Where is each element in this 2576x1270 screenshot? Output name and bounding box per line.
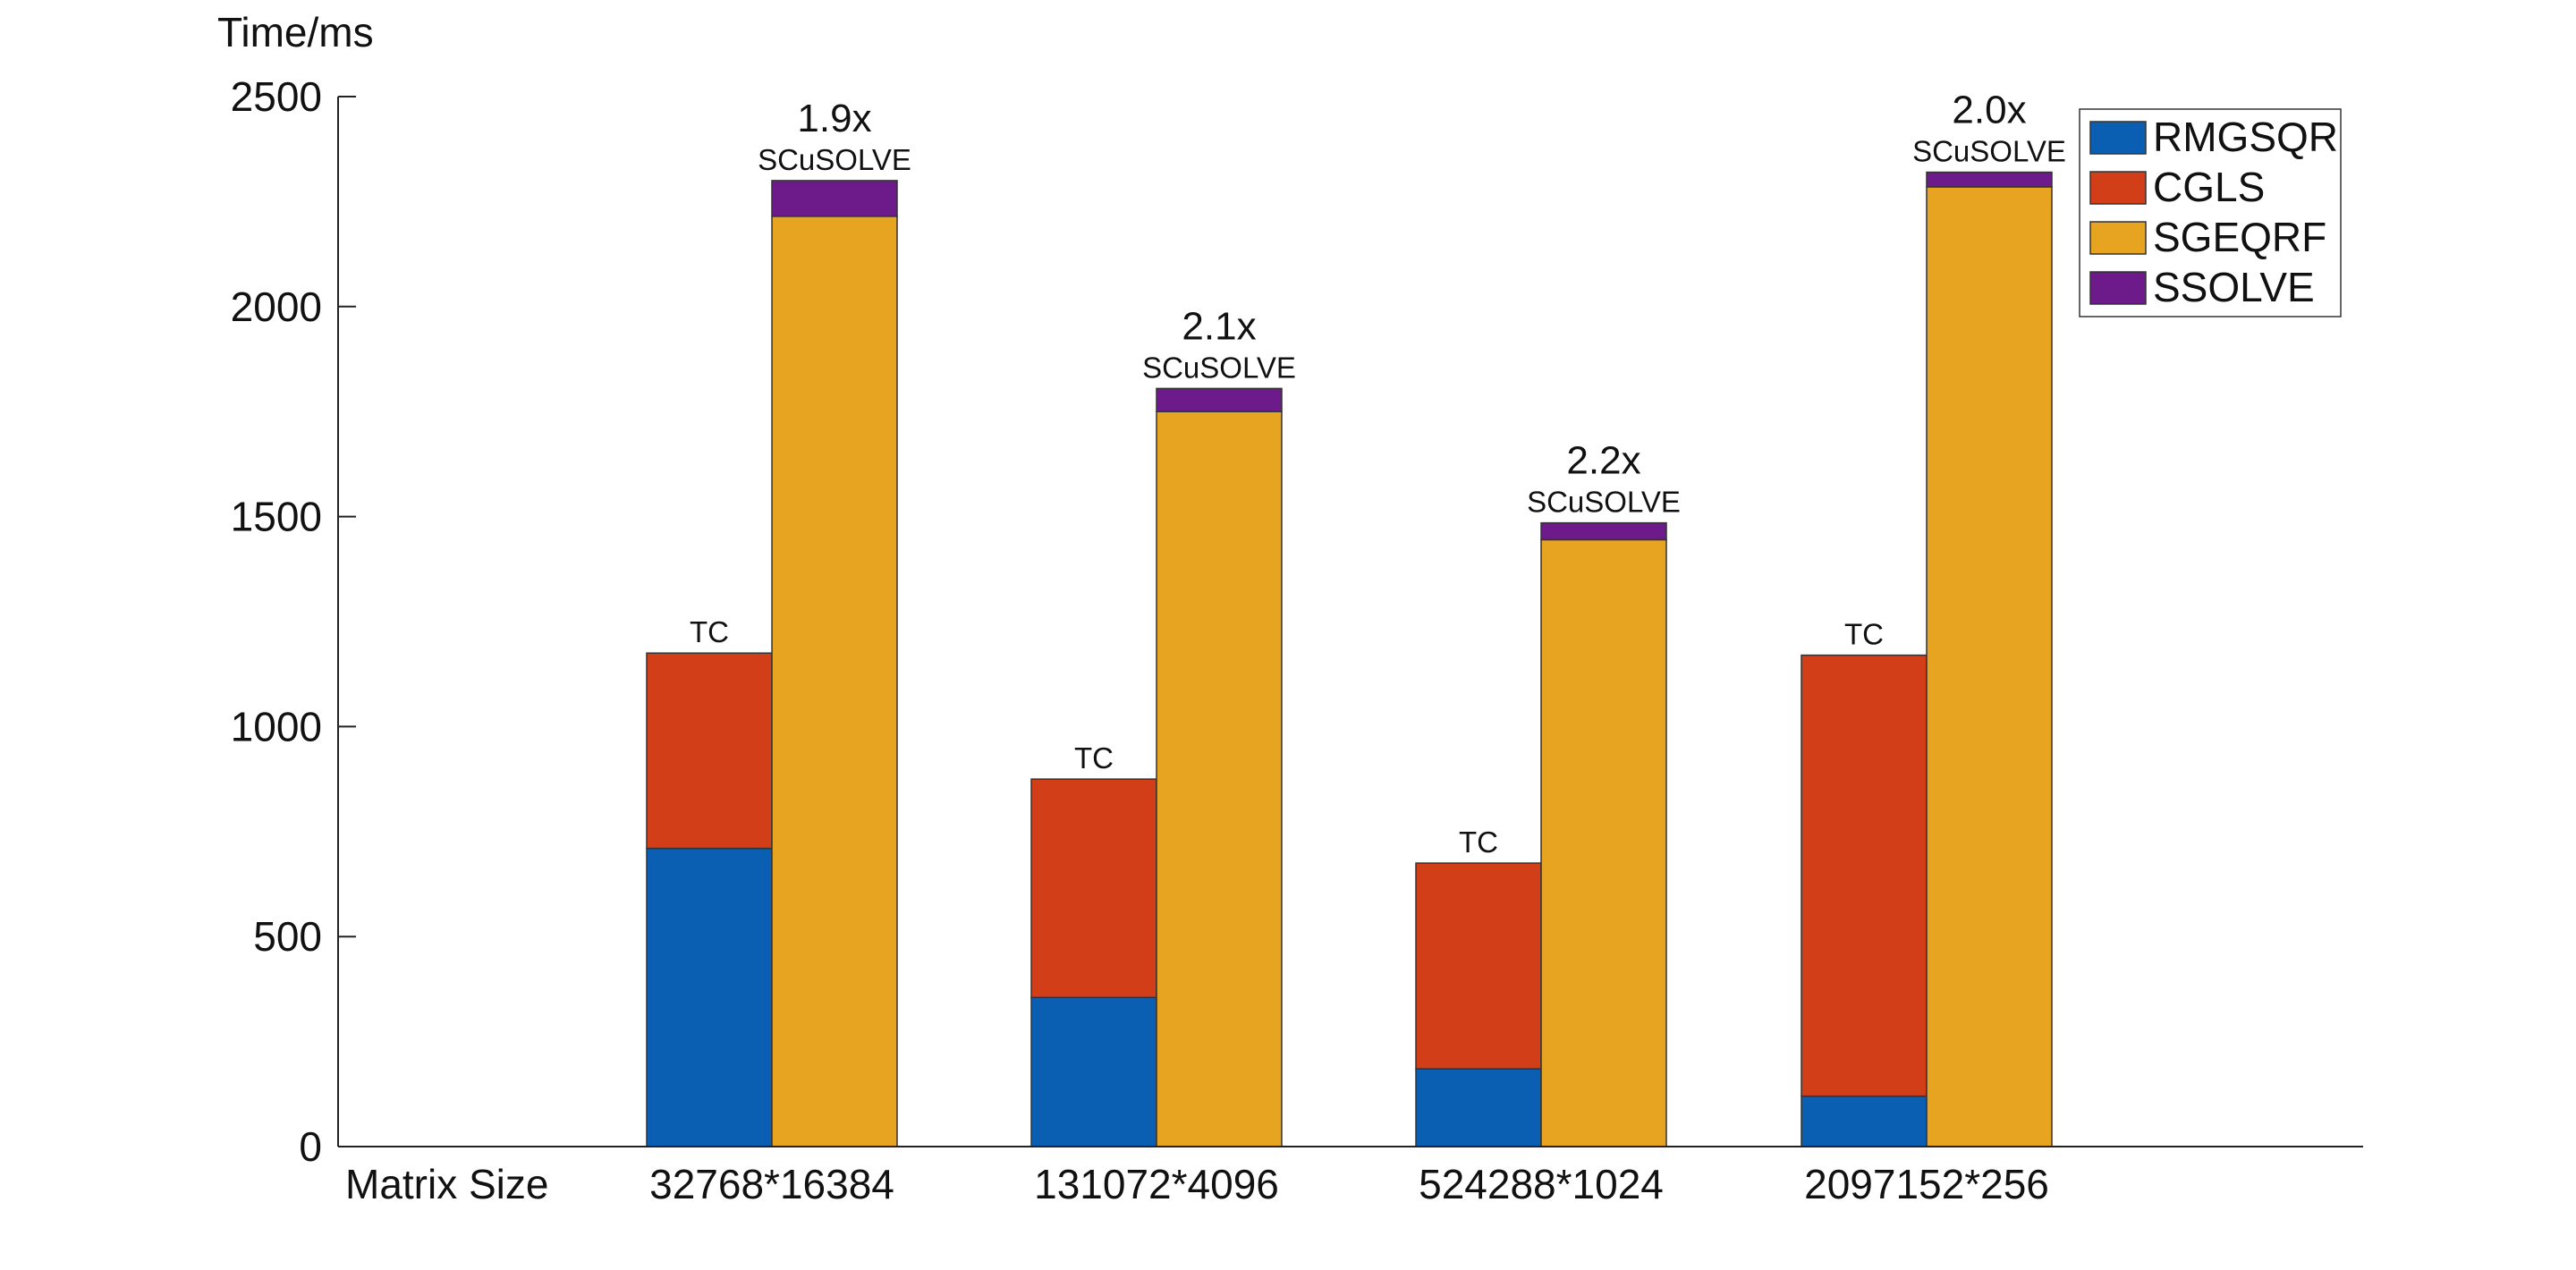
bar-labels-layer: TCSCuSOLVE1.9xTCSCuSOLVE2.1xTCSCuSOLVE2.… xyxy=(690,89,2066,859)
bar-cgls xyxy=(646,652,773,850)
legend-label-cgls: CGLS xyxy=(2153,164,2265,210)
bar-cgls xyxy=(1801,654,1928,1097)
stack-label-tc: TC xyxy=(690,615,729,648)
stack-label-scusolve: SCuSOLVE xyxy=(1912,135,2066,168)
y-tick-label: 2500 xyxy=(231,73,322,120)
x-axis-title: Matrix Size xyxy=(345,1161,548,1207)
stack-label-scusolve: SCuSOLVE xyxy=(1527,486,1681,519)
speedup-label: 2.0x xyxy=(1952,89,2026,132)
bar-ssolve xyxy=(1156,387,1283,412)
y-axis-title: Time/ms xyxy=(217,9,374,55)
bar-ssolve xyxy=(1540,521,1667,541)
legend-label-ssolve: SSOLVE xyxy=(2153,264,2315,310)
y-tick-label: 0 xyxy=(299,1123,322,1170)
y-tick-label: 1500 xyxy=(231,494,322,540)
bar-sgeqrf xyxy=(771,216,898,1147)
legend-swatch-sgeqrf xyxy=(2089,221,2147,255)
bar-ssolve xyxy=(1926,171,2053,188)
stack-label-tc: TC xyxy=(1459,826,1498,859)
stack-label-scusolve: SCuSOLVE xyxy=(1142,351,1296,384)
x-tick-label: 524288*1024 xyxy=(1419,1161,1664,1207)
bar-rmgsqr xyxy=(1415,1068,1542,1147)
bar-rmgsqr xyxy=(646,847,773,1147)
stack-label-scusolve: SCuSOLVE xyxy=(758,143,911,176)
legend-label-rmgsqr: RMGSQR xyxy=(2153,114,2338,160)
legend-swatch-rmgsqr xyxy=(2089,121,2147,155)
bar-rmgsqr xyxy=(1801,1095,1928,1147)
bar-cgls xyxy=(1415,862,1542,1070)
bar-cgls xyxy=(1030,778,1157,999)
axes-layer: 0 500 1000 1500 2000 2500 32768*16384 131072*40… xyxy=(231,73,2363,1207)
y-tick-label: 500 xyxy=(253,913,322,960)
y-tick-label: 2000 xyxy=(231,284,322,330)
bars-layer xyxy=(646,171,2053,1147)
legend-swatch-cgls xyxy=(2089,171,2147,205)
bar-sgeqrf xyxy=(1540,538,1667,1147)
bar-ssolve xyxy=(771,180,898,217)
speedup-label: 1.9x xyxy=(797,97,871,140)
bar-rmgsqr xyxy=(1030,996,1157,1147)
stack-label-tc: TC xyxy=(1074,741,1114,775)
bar-sgeqrf xyxy=(1156,411,1283,1147)
x-tick-label: 131072*4096 xyxy=(1034,1161,1279,1207)
stack-label-tc: TC xyxy=(1844,618,1884,651)
legend-swatch-ssolve xyxy=(2089,271,2147,305)
bar-sgeqrf xyxy=(1926,186,2053,1147)
speedup-label: 2.1x xyxy=(1182,304,1256,348)
speedup-label: 2.2x xyxy=(1566,439,1640,483)
x-tick-label: 2097152*256 xyxy=(1804,1161,2049,1207)
y-tick-label: 1000 xyxy=(231,703,322,749)
legend-label-sgeqrf: SGEQRF xyxy=(2153,214,2326,260)
x-tick-label: 32768*16384 xyxy=(649,1161,894,1207)
